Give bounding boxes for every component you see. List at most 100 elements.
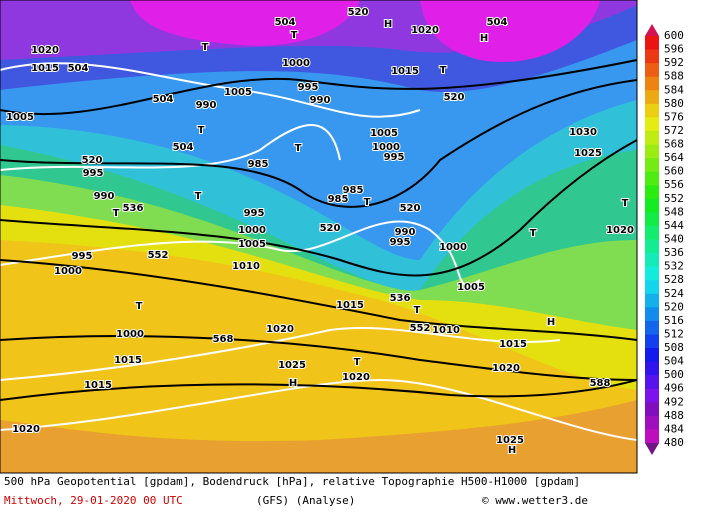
map-label: H <box>508 445 516 456</box>
colorbar-segment <box>645 171 659 186</box>
map-label: H <box>289 378 297 389</box>
map-label: 995 <box>83 168 104 179</box>
footer-credit: © www.wetter3.de <box>482 494 588 507</box>
map-label: 1000 <box>372 142 400 153</box>
map-label: 1005 <box>6 112 34 123</box>
colorbar-arrow-top <box>645 24 659 36</box>
colorbar-segment <box>645 239 659 254</box>
colorbar-segment <box>645 103 659 118</box>
map-label: T <box>291 30 298 41</box>
map-label: T <box>440 65 447 76</box>
colorbar-label: 520 <box>664 300 684 313</box>
map-label: 1025 <box>496 435 524 446</box>
colorbar-label: 524 <box>664 287 684 300</box>
colorbar-label: 536 <box>664 246 684 259</box>
colorbar-label: 532 <box>664 260 684 273</box>
map-label: T <box>414 305 421 316</box>
map-label: 504 <box>173 142 194 153</box>
map-label: 990 <box>395 227 416 238</box>
map-label: T <box>195 191 202 202</box>
map-label: 1000 <box>439 242 467 253</box>
map-label: T <box>364 197 371 208</box>
colorbar-label: 500 <box>664 368 684 381</box>
colorbar-segment <box>645 293 659 308</box>
map-label: T <box>530 228 537 239</box>
map-label: 1015 <box>499 339 527 350</box>
map-label: 1020 <box>606 225 634 236</box>
map-label: 995 <box>390 237 411 248</box>
map-label: 1020 <box>411 25 439 36</box>
colorbar-arrow-bottom <box>645 443 659 455</box>
map-label: 1020 <box>12 424 40 435</box>
map-label: 520 <box>348 7 369 18</box>
map-label: 1025 <box>574 148 602 159</box>
map-label: 990 <box>94 191 115 202</box>
colorbar-segment <box>645 63 659 78</box>
map-label: T <box>354 357 361 368</box>
footer-date: Mittwoch, 29-01-2020 00 UTC <box>4 494 183 507</box>
colorbar-label: 512 <box>664 327 684 340</box>
map-label: 504 <box>68 63 89 74</box>
map-label: 536 <box>390 293 411 304</box>
map-label: 588 <box>590 378 611 389</box>
colorbar-label: 596 <box>664 43 684 56</box>
colorbar-label: 592 <box>664 56 684 69</box>
colorbar-segment <box>645 266 659 281</box>
colorbar-label: 544 <box>664 219 684 232</box>
map-label: H <box>480 33 488 44</box>
map-label: 1020 <box>31 45 59 56</box>
colorbar-label: 568 <box>664 138 684 151</box>
map-label: 520 <box>400 203 421 214</box>
colorbar-segment <box>645 402 659 417</box>
map-label: 995 <box>384 152 405 163</box>
colorbar-segment <box>645 429 659 444</box>
footer-description: 500 hPa Geopotential [gpdam], Bodendruck… <box>4 475 580 488</box>
colorbar-segment <box>645 225 659 240</box>
colorbar-segment <box>645 375 659 390</box>
colorbar-segment <box>645 253 659 268</box>
map-label: H <box>547 317 555 328</box>
map-label: 985 <box>328 194 349 205</box>
map-label: 995 <box>244 208 265 219</box>
isobars <box>0 62 637 441</box>
map-label: 504 <box>153 94 174 105</box>
colorbar-label: 480 <box>664 436 684 449</box>
map-label: 568 <box>213 334 234 345</box>
colorbar-label: 584 <box>664 83 684 96</box>
map-label: 1000 <box>116 329 144 340</box>
map-label: 1005 <box>370 128 398 139</box>
map-label: 1005 <box>457 282 485 293</box>
map-label: 552 <box>410 323 431 334</box>
map-label: 536 <box>123 203 144 214</box>
footer-model: (GFS) (Analyse) <box>256 494 355 507</box>
map-label: 1015 <box>31 63 59 74</box>
colorbar-label: 560 <box>664 165 684 178</box>
map-label: 520 <box>82 155 103 166</box>
map-label: 504 <box>487 17 508 28</box>
colorbar-segment <box>645 415 659 430</box>
colorbar-label: 516 <box>664 314 684 327</box>
map-label: T <box>295 143 302 154</box>
map-label: 985 <box>248 159 269 170</box>
colorbar-segment <box>645 90 659 105</box>
map-label: 995 <box>72 251 93 262</box>
colorbar-segment <box>645 348 659 363</box>
colorbar-label: 552 <box>664 192 684 205</box>
map: 504 504 504 504 504 520 520 520 520 520 536 536 552 5… <box>0 0 637 473</box>
colorbar-segment <box>645 130 659 146</box>
colorbar-label: 528 <box>664 273 684 286</box>
map-label: 1015 <box>84 380 112 391</box>
map-label: 520 <box>444 92 465 103</box>
geopotential-lines <box>0 59 637 401</box>
map-label: 1015 <box>114 355 142 366</box>
colorbar-label: 492 <box>664 395 684 408</box>
map-label: 995 <box>298 82 319 93</box>
map-label: 504 <box>275 17 296 28</box>
colorbar-label: 588 <box>664 70 684 83</box>
map-label: T <box>622 198 629 209</box>
colorbar-label: 572 <box>664 124 684 137</box>
map-label: 1000 <box>282 58 310 69</box>
map-label: 1015 <box>336 300 364 311</box>
colorbar-label: 564 <box>664 151 684 164</box>
